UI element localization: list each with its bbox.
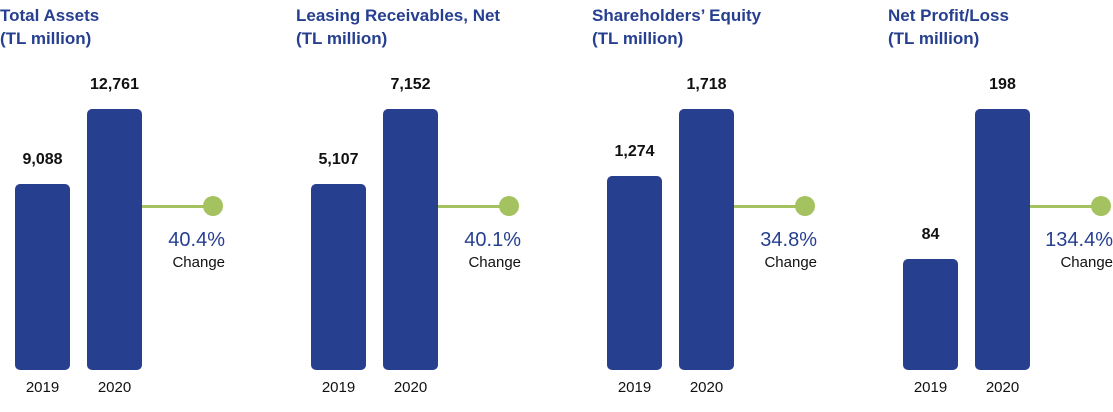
change-percent: 34.8% xyxy=(760,229,817,251)
value-label: 12,761 xyxy=(90,76,139,93)
chart-title-line: (TL million) xyxy=(888,29,980,48)
bar-2019 xyxy=(903,259,958,370)
chart-title: Net Profit/Loss (TL million) xyxy=(888,4,1009,50)
change-connector-line xyxy=(142,205,213,208)
value-label: 1,274 xyxy=(614,143,655,160)
change-marker-dot xyxy=(499,196,519,216)
change-percent: 40.4% xyxy=(168,229,225,251)
change-label: Change xyxy=(764,254,817,271)
chart-title-line: (TL million) xyxy=(0,29,92,48)
change-percent: 40.1% xyxy=(464,229,521,251)
chart-title: Leasing Receivables, Net (TL million) xyxy=(296,4,500,50)
x-tick-label: 2019 xyxy=(25,379,60,396)
chart-panel: Leasing Receivables, Net (TL million) 5,10… xyxy=(296,0,566,412)
change-connector-line xyxy=(1030,205,1101,208)
chart-title-line: Leasing Receivables, Net xyxy=(296,6,501,25)
value-label: 7,152 xyxy=(390,76,431,93)
x-tick-label: 2020 xyxy=(689,379,724,396)
bar-2020 xyxy=(679,109,734,370)
value-label: 5,107 xyxy=(318,151,359,168)
x-tick-label: 2020 xyxy=(985,379,1020,396)
change-label: Change xyxy=(1060,254,1113,271)
bar-2020 xyxy=(383,109,438,370)
bar-2019 xyxy=(15,184,70,370)
change-label: Change xyxy=(172,254,225,271)
change-marker-dot xyxy=(1091,196,1111,216)
value-label: 1,718 xyxy=(686,76,727,93)
change-marker-dot xyxy=(795,196,815,216)
bar-2020 xyxy=(975,109,1030,370)
change-percent: 134.4% xyxy=(1045,229,1113,251)
bar-2020 xyxy=(87,109,142,370)
x-tick-label: 2020 xyxy=(97,379,132,396)
change-connector-line xyxy=(734,205,805,208)
bar-2019 xyxy=(607,176,662,370)
chart-title-line: Net Profit/Loss xyxy=(888,6,1009,25)
chart-title: Total Assets (TL million) xyxy=(0,4,99,50)
chart-title-line: Shareholders’ Equity xyxy=(592,6,762,25)
bar-2019 xyxy=(311,184,366,370)
chart-panel: Total Assets (TL million) 9,088 2019 12,761 2… xyxy=(0,0,270,412)
chart-title-line: (TL million) xyxy=(592,29,684,48)
change-marker-dot xyxy=(203,196,223,216)
chart-panel: Net Profit/Loss (TL million) 84 2019 198 2020… xyxy=(888,0,1113,412)
value-label: 198 xyxy=(989,76,1016,93)
chart-panel: Shareholders’ Equity (TL million) 1,274 201… xyxy=(592,0,862,412)
x-tick-label: 2019 xyxy=(913,379,948,396)
x-tick-label: 2019 xyxy=(321,379,356,396)
change-label: Change xyxy=(468,254,521,271)
chart-title: Shareholders’ Equity (TL million) xyxy=(592,4,761,50)
x-tick-label: 2020 xyxy=(393,379,428,396)
value-label: 84 xyxy=(921,226,940,243)
chart-title-line: Total Assets xyxy=(0,6,100,25)
x-tick-label: 2019 xyxy=(617,379,652,396)
change-connector-line xyxy=(438,205,509,208)
chart-title-line: (TL million) xyxy=(296,29,388,48)
value-label: 9,088 xyxy=(22,151,63,168)
